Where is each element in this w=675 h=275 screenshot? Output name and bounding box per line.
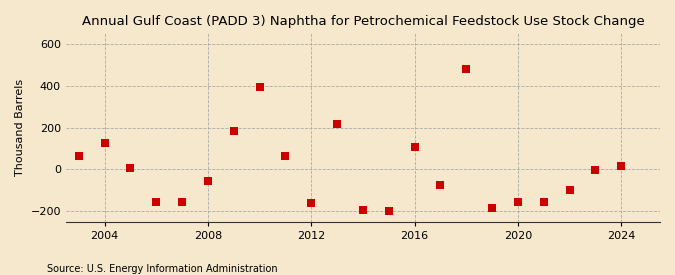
Point: [461, 67, 472, 71]
Point: [202, 179, 213, 183]
Point: [409, 145, 420, 150]
Text: Source: U.S. Energy Information Administration: Source: U.S. Energy Information Administ…: [47, 264, 278, 274]
Point: [228, 128, 239, 133]
Point: [74, 153, 84, 158]
Point: [512, 200, 523, 204]
Point: [616, 164, 626, 169]
Y-axis label: Thousand Barrels: Thousand Barrels: [15, 79, 25, 176]
Point: [99, 141, 110, 145]
Point: [590, 168, 601, 173]
Point: [487, 206, 497, 210]
Point: [254, 84, 265, 89]
Point: [435, 183, 446, 187]
Point: [383, 209, 394, 213]
Point: [280, 153, 291, 158]
Point: [125, 166, 136, 170]
Point: [358, 208, 369, 212]
Point: [177, 200, 188, 204]
Point: [331, 122, 342, 127]
Point: [564, 188, 575, 192]
Title: Annual Gulf Coast (PADD 3) Naphtha for Petrochemical Feedstock Use Stock Change: Annual Gulf Coast (PADD 3) Naphtha for P…: [82, 15, 645, 28]
Point: [306, 201, 317, 205]
Point: [151, 200, 162, 204]
Point: [539, 200, 549, 204]
